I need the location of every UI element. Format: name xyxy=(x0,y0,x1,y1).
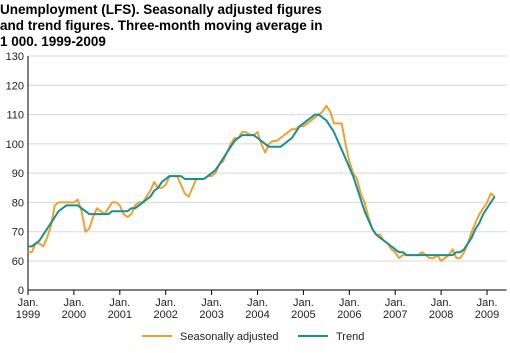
x-tick-label: Jan. 2009 xyxy=(475,297,499,321)
x-tick-label-line: Jan. xyxy=(477,297,498,309)
y-tick-label: 90 xyxy=(12,168,24,180)
x-tick-label: Jan. 2006 xyxy=(337,297,361,321)
x-tick-label: Jan. 2007 xyxy=(383,297,407,321)
x-tick-label-line: 2007 xyxy=(383,309,407,321)
y-tick-label: 120 xyxy=(6,80,24,92)
x-tick-label-line: 2008 xyxy=(429,309,453,321)
x-tick-label-line: 2000 xyxy=(62,309,86,321)
y-tick-label: 110 xyxy=(6,110,24,122)
chart-title: Unemployment (LFS). Seasonally adjusted … xyxy=(0,2,323,49)
y-tick-label: 100 xyxy=(6,139,24,151)
x-tick-label-line: Jan. xyxy=(64,297,85,309)
x-tick-label-line: 2005 xyxy=(291,309,315,321)
x-tick-label-line: 2003 xyxy=(199,309,223,321)
y-tick-label: 70 xyxy=(12,227,24,239)
x-tick-label: Jan. 2001 xyxy=(108,297,132,321)
x-tick-label-line: 2002 xyxy=(153,309,177,321)
y-tick-label: 0 xyxy=(18,285,24,297)
series-line xyxy=(28,113,496,257)
x-tick-label: Jan. 2004 xyxy=(245,297,269,321)
y-tick-label: 60 xyxy=(12,256,24,268)
x-tick-label: Jan. 2003 xyxy=(199,297,223,321)
x-tick-label-line: Jan. xyxy=(339,297,360,309)
legend-label: Seasonally adjusted xyxy=(180,331,278,343)
x-tick-label-line: Jan. xyxy=(109,297,130,309)
x-tick-label-line: Jan. xyxy=(293,297,314,309)
x-tick-label: Jan. 2002 xyxy=(153,297,177,321)
x-tick-label-line: 2009 xyxy=(475,309,499,321)
x-tick-label-line: 2006 xyxy=(337,309,361,321)
y-tick-label: 130 xyxy=(6,51,24,63)
x-tick-label-line: Jan. xyxy=(385,297,406,309)
x-tick-label: Jan. 2008 xyxy=(429,297,453,321)
y-tick-label: 80 xyxy=(12,197,24,209)
x-tick-label-line: Jan. xyxy=(18,297,39,309)
x-tick-label: Jan. 2000 xyxy=(62,297,86,321)
x-tick-label: Jan. 2005 xyxy=(291,297,315,321)
series-line xyxy=(28,104,496,262)
x-tick-label-line: Jan. xyxy=(201,297,222,309)
x-tick-label: Jan. 1999 xyxy=(16,297,40,321)
x-tick-label-line: Jan. xyxy=(247,297,268,309)
x-tick-label-line: 2004 xyxy=(245,309,269,321)
x-tick-label-line: Jan. xyxy=(431,297,452,309)
legend-label: Trend xyxy=(336,331,364,343)
x-tick-label-line: 1999 xyxy=(16,309,40,321)
x-tick-label-line: 2001 xyxy=(108,309,132,321)
x-tick-label-line: Jan. xyxy=(155,297,176,309)
